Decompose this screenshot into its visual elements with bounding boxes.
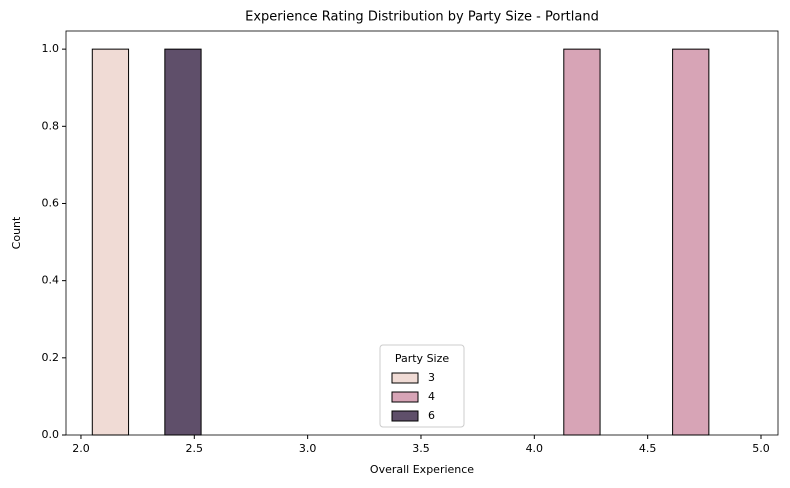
legend-swatch (391, 410, 419, 422)
bar (563, 48, 601, 436)
x-tick-label: 5.0 (752, 442, 770, 455)
plot-frame (65, 30, 779, 436)
bar (164, 48, 202, 436)
y-tick-label: 0.2 (42, 351, 60, 364)
legend-label: 4 (428, 390, 435, 403)
y-tick-label: 0.4 (42, 274, 60, 287)
bar (91, 48, 130, 436)
x-axis-label: Overall Experience (370, 463, 474, 476)
y-tick-label: 0.6 (42, 196, 60, 209)
x-tick-label: 2.5 (186, 442, 204, 455)
y-tick-label: 0.8 (42, 119, 60, 132)
chart-title: Experience Rating Distribution by Party … (245, 10, 599, 25)
y-tick-label: 1.0 (42, 42, 60, 55)
legend-label: 6 (428, 409, 435, 422)
x-tick-label: 3.5 (412, 442, 430, 455)
legend-box (379, 344, 465, 428)
x-tick-label: 2.0 (72, 442, 90, 455)
x-tick-label: 3.0 (299, 442, 317, 455)
legend-label: 3 (428, 371, 435, 384)
legend-swatch (391, 391, 419, 403)
x-tick-label: 4.0 (526, 442, 544, 455)
x-tick-label: 4.5 (639, 442, 657, 455)
legend-title: Party Size (395, 352, 450, 365)
y-tick-label: 0.0 (42, 428, 60, 441)
bar (672, 48, 710, 436)
y-axis-label: Count (10, 216, 23, 249)
legend-swatch (391, 372, 419, 384)
